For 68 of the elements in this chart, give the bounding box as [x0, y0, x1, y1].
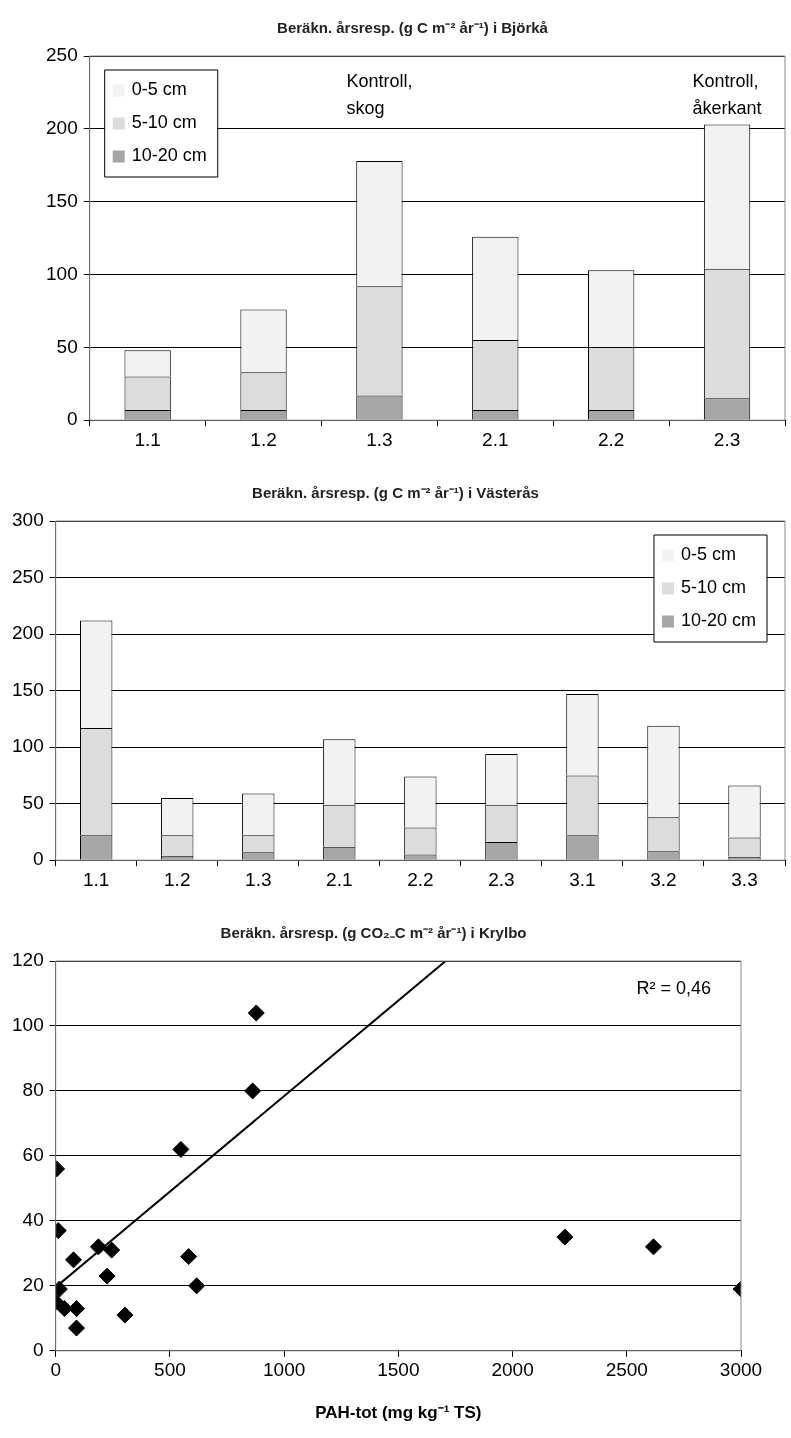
x-tick-label: 2.3	[488, 868, 515, 890]
y-tick-label: 200	[46, 117, 78, 139]
x-tick-label: 2000	[491, 1359, 534, 1381]
x-tick-label: 1.1	[83, 868, 110, 890]
y-tick-label: 40	[22, 1209, 44, 1231]
x-tick-label: 3.2	[650, 868, 677, 890]
y-tick-label: 300	[12, 509, 44, 531]
x-tick-label: 2.2	[407, 868, 434, 890]
y-tick-label: 100	[46, 262, 78, 284]
y-tick-label: 150	[46, 189, 78, 211]
legend-label: 10-20 cm	[680, 610, 757, 631]
y-tick-label: 0	[33, 1339, 44, 1361]
y-tick-label: 100	[12, 1014, 44, 1036]
annotation: Kontroll, åkerkant	[692, 71, 762, 119]
x-tick-label: 2.1	[482, 428, 509, 450]
point	[116, 1306, 134, 1324]
x-tick-label: 2.3	[713, 428, 741, 450]
point	[89, 1238, 107, 1256]
y-tick-label: 100	[12, 735, 44, 757]
y-tick-label: 60	[22, 1144, 44, 1166]
y-tick-label: 80	[22, 1079, 44, 1101]
legend-label: 5-10 cm	[131, 112, 197, 133]
y-tick-label: 20	[22, 1274, 44, 1296]
x-tick-label: 2.1	[326, 868, 353, 890]
legend-label: 0-5 cm	[680, 544, 736, 565]
y-tick-label: 0	[67, 408, 78, 430]
legend-label: 10-20 cm	[131, 145, 207, 166]
point	[645, 1238, 663, 1256]
chart-title: Beräkn. årsresp. (g C m⁻² år⁻¹) i Västerås	[252, 484, 539, 502]
point	[103, 1241, 121, 1259]
x-tick-label: 1.3	[366, 428, 393, 450]
point	[65, 1251, 83, 1269]
x-tick-label: 500	[154, 1359, 186, 1381]
annotation: R² = 0,46	[636, 977, 711, 998]
point	[172, 1140, 190, 1158]
chart-title: Beräkn. årsresp. (g C m⁻² år⁻¹) i Björkå	[277, 19, 549, 37]
point	[556, 1228, 574, 1246]
y-tick-label: 50	[56, 335, 78, 357]
point	[55, 1300, 73, 1318]
legend-label: 5-10 cm	[680, 577, 746, 598]
y-tick-label: 150	[12, 678, 44, 700]
point	[244, 1082, 262, 1100]
y-tick-label: 200	[12, 622, 44, 644]
point	[247, 1004, 265, 1022]
x-tick-label: 1.1	[134, 428, 161, 450]
x-tick-label: 1.2	[164, 868, 191, 890]
x-tick-label: 3.1	[569, 868, 596, 890]
x-tick-label: 2500	[605, 1359, 648, 1381]
x-tick-label: 1000	[262, 1359, 306, 1381]
annotation: Kontroll, skog	[346, 71, 413, 119]
point	[180, 1248, 198, 1266]
x-tick-label: 2.2	[597, 428, 625, 450]
chart-title: Beräkn. årsresp. (g CO₂₋C m⁻² år⁻¹) i Krylbo	[220, 924, 527, 942]
x-tick-label: 3.3	[731, 868, 758, 890]
x-tick-label: 1500	[377, 1359, 420, 1381]
x-tick-label: 1.2	[250, 428, 277, 450]
y-tick-label: 0	[33, 848, 44, 870]
point	[188, 1277, 206, 1295]
y-tick-label: 120	[12, 949, 44, 971]
legend-label: 0-5 cm	[131, 79, 187, 100]
y-tick-label: 250	[12, 565, 44, 587]
point	[98, 1267, 116, 1285]
y-tick-label: 250	[46, 44, 78, 66]
x-axis-title: PAH-tot (mg kg⁻¹ TS)	[315, 1403, 482, 1423]
y-tick-label: 50	[22, 791, 44, 813]
x-tick-label: 3000	[719, 1359, 763, 1381]
x-tick-label: 1.3	[245, 868, 272, 890]
point	[67, 1319, 85, 1337]
